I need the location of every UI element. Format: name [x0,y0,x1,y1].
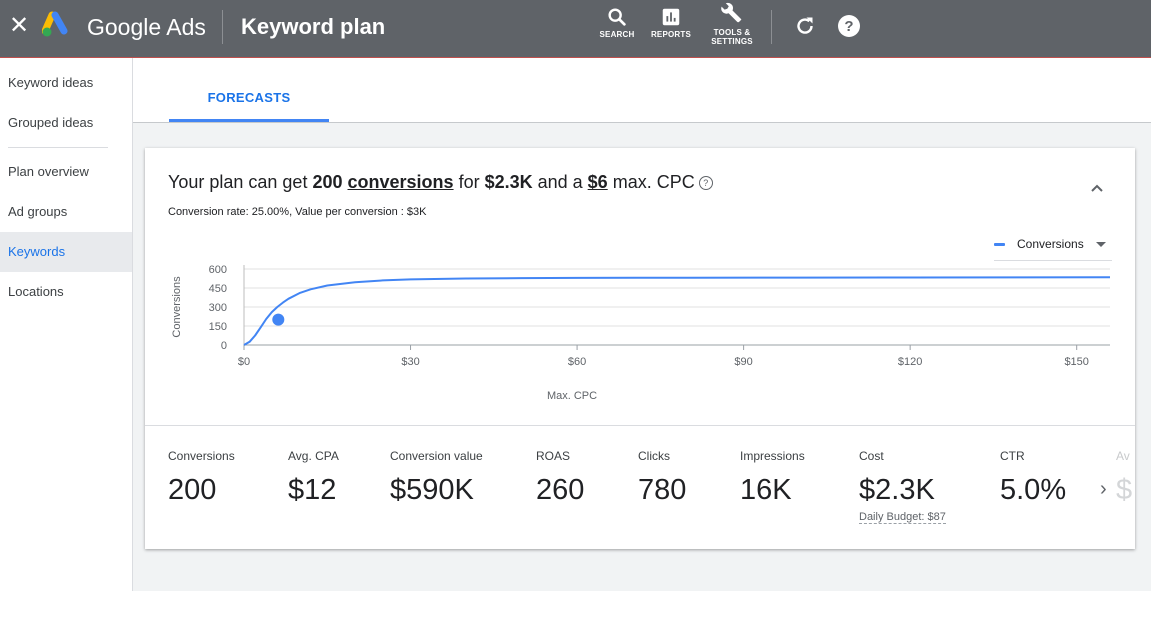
stat-value: $ [1116,474,1133,506]
y-tick-label: 450 [209,283,227,295]
stat-partial-column: Av $ [1110,426,1135,549]
y-tick-label: 150 [209,321,227,333]
daily-budget-link[interactable]: Daily Budget: $87 [859,511,946,524]
reports-label: REPORTS [650,30,692,39]
stat-label: Avg. CPA [288,449,339,463]
search-label: SEARCH [599,30,635,39]
stat-label: Cost [859,449,884,463]
main-content: FORECASTS Your plan can get 200 conversi… [133,58,1151,591]
sidebar-divider [8,147,108,148]
y-tick-label: 300 [209,302,227,314]
forecast-chart[interactable]: 0 150 300 450 600 $0 $30 $60 $90 $120 $150 Max. CPC… [145,148,1135,425]
sidebar-item-ad-groups[interactable]: Ad groups [8,204,68,219]
tab-active-indicator [169,119,329,122]
reports-icon [662,8,680,26]
page-title: Keyword plan [241,14,386,39]
stat-value: 16K [740,474,792,506]
y-axis-title: Conversions [171,276,183,338]
tab-bar: FORECASTS [133,58,1151,123]
stat-value: $12 [288,474,337,506]
headline-suffix: max. CPC [607,172,695,192]
stat-label: Conversions [168,449,235,463]
current-plan-point [272,313,285,326]
legend-swatch [994,243,1005,246]
sidebar-item-locations[interactable]: Locations [8,284,64,299]
question-help-icon[interactable]: ? [698,176,713,190]
stat-value: 780 [638,474,687,506]
headline-prefix: Your plan can get [168,172,313,192]
topbar-divider-2 [771,10,772,44]
forecast-card: Your plan can get 200 conversions for $2… [145,148,1135,549]
topbar-divider [222,10,223,44]
x-tick-label: $120 [898,356,922,368]
svg-text:?: ? [844,18,853,35]
legend-label: Conversions [1017,237,1084,251]
x-tick-label: $150 [1064,356,1088,368]
headline-max-cpc-link[interactable]: $6 [587,172,608,192]
top-bar: ✕ Google Ads Keyword plan SEARCH REPORTS… [0,0,1151,58]
stat-label: CTR [1000,449,1025,463]
stat-label: Conversion value [390,449,483,463]
sidebar-item-grouped-ideas[interactable]: Grouped ideas [8,115,94,130]
sidebar-item-plan-overview[interactable]: Plan overview [8,164,89,179]
google-ads-logo-icon [42,11,68,37]
conversion-rate-subline: Conversion rate: 25.00%, Value per conve… [168,206,427,218]
headline-and-a: and a [532,172,588,192]
stat-value: 260 [536,474,585,506]
stat-value: 200 [168,474,217,506]
x-tick-label: $90 [734,356,752,368]
stats-row: Conversions 200 Avg. CPA $12 Conversion valu… [145,425,1135,550]
tab-forecasts[interactable]: FORECASTS [207,90,291,105]
stat-label: Impressions [740,449,805,463]
headline-conversions-count: 200 [312,172,343,192]
stat-label: Clicks [638,449,670,463]
x-tick-label: $30 [401,356,419,368]
series-line-conversions [243,276,1111,346]
caret-down-icon [1096,242,1106,247]
wrench-icon [721,2,742,23]
stat-label: Av [1116,449,1130,463]
sidebar-item-keywords[interactable]: Keywords [0,232,132,272]
y-tick-label: 0 [221,340,227,352]
x-tick-label: $60 [568,356,586,368]
sidebar: Keyword ideas Grouped ideas Plan overvie… [0,58,133,591]
headline-cost: $2.3K [484,172,533,192]
tools-settings-button[interactable]: TOOLS & SETTINGS [706,1,758,46]
x-tick-label: $0 [238,356,250,368]
close-icon[interactable]: ✕ [8,12,30,39]
brand-name: Google Ads [87,14,206,40]
stat-value: $2.3K [859,474,935,506]
stat-value: $590K [390,474,474,506]
x-axis-title: Max. CPC [547,390,597,402]
chevron-right-icon[interactable]: › [1100,478,1107,500]
reports-button[interactable]: REPORTS [648,6,694,39]
stat-label: ROAS [536,449,571,463]
chevron-up-icon[interactable] [1087,178,1107,198]
search-icon [608,8,626,26]
sidebar-item-keyword-ideas[interactable]: Keyword ideas [8,75,94,90]
tools-label-line1: TOOLS & [713,28,751,37]
help-icon[interactable]: ? [837,14,861,38]
forecast-headline: Your plan can get 200 conversions for $2… [168,172,713,193]
y-tick-label: 600 [209,264,227,276]
headline-for: for [453,172,485,192]
legend-metric-selector[interactable]: Conversions [994,234,1112,261]
search-button[interactable]: SEARCH [598,6,636,39]
headline-conversions-link[interactable]: conversions [347,172,454,192]
stat-value: 5.0% [1000,474,1067,506]
tools-label-line2: SETTINGS [711,37,753,46]
refresh-icon[interactable] [793,14,817,38]
